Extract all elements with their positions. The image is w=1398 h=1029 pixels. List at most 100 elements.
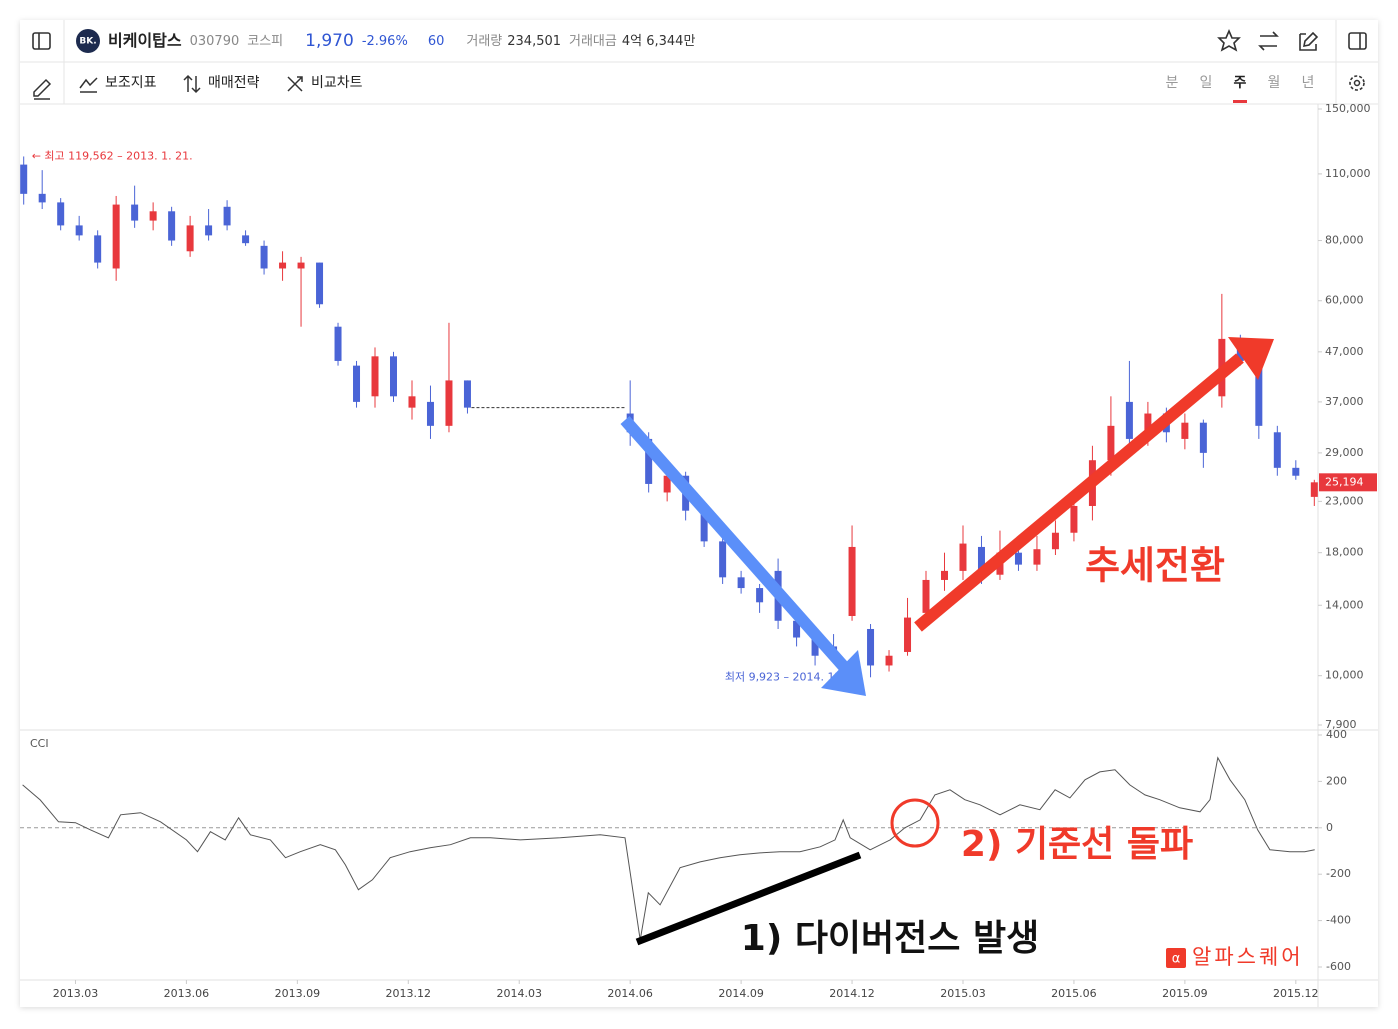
candle-body — [149, 211, 157, 221]
candle-body — [811, 637, 819, 656]
favorite-button[interactable] — [1217, 28, 1241, 52]
y-tick-label: 18,000 — [1325, 546, 1364, 559]
last-price-tag — [1319, 473, 1377, 492]
plot: 150,000 110,000 80,000 60,000 47,000 37,000 29… — [20, 102, 1377, 1000]
stock-name: 비케이탑스 — [108, 31, 182, 50]
active-underline — [1233, 100, 1247, 103]
trend-label: 추세전환 — [1085, 544, 1225, 588]
period-button[interactable]: 월 — [1268, 75, 1281, 91]
tool-button[interactable]: 비교차트 — [311, 75, 363, 91]
x-tick-label: 2014.03 — [496, 987, 542, 1000]
icon-part — [1353, 79, 1361, 87]
divergence-line — [635, 851, 862, 946]
period-button[interactable]: 분 — [1166, 75, 1179, 91]
candle-body — [94, 235, 102, 263]
candle-body — [316, 262, 324, 305]
y-tick-label: 150,000 — [1325, 102, 1371, 115]
y-tick-label: 14,000 — [1325, 598, 1364, 611]
y-tick-label: 37,000 — [1325, 395, 1364, 408]
x-tick-label: 2013.12 — [386, 987, 432, 1000]
watermark-icon-glyph: α — [1172, 952, 1181, 967]
candle-body — [941, 570, 949, 580]
period-button[interactable]: 주 — [1234, 75, 1247, 91]
candle-body — [1014, 552, 1022, 565]
candle-body — [1181, 422, 1189, 439]
period-button[interactable]: 일 — [1200, 75, 1213, 91]
y-tick-label: 60,000 — [1325, 294, 1364, 307]
y-tick-label: -400 — [1326, 914, 1351, 927]
candle-body — [1273, 432, 1281, 468]
y-tick-label: 23,000 — [1325, 494, 1364, 507]
panel-toggle[interactable] — [1348, 32, 1367, 50]
cci-line — [22, 756, 1315, 940]
min-label: 최저 9,923 – 2014. 12. 15 — [725, 670, 863, 683]
x-tick-label: 2014.12 — [829, 987, 875, 1000]
card — [20, 20, 1378, 1007]
change-pct: -2.96% — [362, 34, 408, 49]
arrow-head — [1228, 337, 1274, 380]
panel-title: CCI — [30, 737, 49, 750]
candle-body — [57, 202, 65, 226]
x-tick-label: 2014.06 — [607, 987, 653, 1000]
candle-body — [756, 588, 764, 603]
toolbar: 보조지표 매매전략 비교차트 분 일 주 월 년 — [105, 75, 1314, 103]
candle-body — [389, 356, 397, 397]
y-tick-label: -600 — [1326, 960, 1351, 973]
candle-body — [297, 262, 305, 269]
annotations: 추세전환 2) 기준선 돌파 1) 다이버전스 발생 α 알파스퀘어 — [620, 337, 1304, 969]
edit-button[interactable] — [1299, 31, 1319, 51]
last-price-label: 25,194 — [1325, 475, 1364, 488]
y-tick-label: 7,900 — [1325, 718, 1357, 731]
candle-body — [205, 225, 213, 236]
candle-body — [334, 326, 342, 361]
candle-body — [463, 380, 471, 408]
candle-body — [131, 204, 139, 221]
logo — [76, 29, 100, 53]
tool-icon — [79, 77, 98, 93]
tool-icon — [287, 76, 303, 92]
settings-button[interactable] — [1349, 75, 1365, 91]
volume: 234,501 — [507, 34, 561, 49]
candle-body — [645, 438, 653, 484]
candle-body — [737, 577, 745, 589]
candle-body — [242, 235, 250, 244]
baseline-label: 2) 기준선 돌파 — [961, 824, 1193, 865]
volume-label: 거래량 — [466, 34, 502, 49]
candle-body — [1051, 532, 1059, 550]
candle-body — [353, 365, 361, 402]
x-tick-label: 2015.09 — [1162, 987, 1208, 1000]
logo-text: BK. — [79, 37, 96, 47]
swap-button[interactable] — [1258, 31, 1279, 51]
sidebar-toggle[interactable] — [32, 32, 51, 50]
x-tick-label: 2013.06 — [164, 987, 210, 1000]
x-tick-label: 2013.03 — [53, 987, 99, 1000]
candle-body — [168, 211, 176, 241]
stock-code: 030790 — [190, 34, 240, 49]
cross-circle — [890, 798, 940, 848]
tool-icon — [183, 74, 201, 94]
stock-info: 비케이탑스 030790 코스피 1,970 -2.96% 60 거래량 234,501 거래대… — [108, 31, 695, 52]
candle-body — [38, 193, 46, 203]
draw-tool[interactable] — [33, 78, 52, 100]
tool-button[interactable]: 보조지표 — [105, 75, 157, 91]
tool-button[interactable]: 매매전략 — [208, 75, 260, 91]
change: 60 — [428, 34, 445, 49]
y-tick-label: 29,000 — [1325, 446, 1364, 459]
y-tick-label: 110,000 — [1325, 167, 1371, 180]
candle-body — [663, 475, 671, 493]
candle-body — [1292, 467, 1300, 476]
y-tick-label: 80,000 — [1325, 234, 1364, 247]
watermark-icon — [1166, 948, 1186, 968]
market: 코스피 — [247, 34, 283, 49]
candle-body — [279, 262, 287, 269]
down-arrow — [620, 416, 850, 672]
candle-body — [1199, 422, 1207, 453]
candle-body — [1144, 413, 1152, 439]
candle-body — [977, 546, 985, 575]
candle-body — [885, 655, 893, 666]
candle-body — [445, 380, 453, 426]
watermark: 알파스퀘어 — [1192, 945, 1304, 969]
x-tick-label: 2013.09 — [275, 987, 321, 1000]
period-button[interactable]: 년 — [1302, 75, 1315, 91]
